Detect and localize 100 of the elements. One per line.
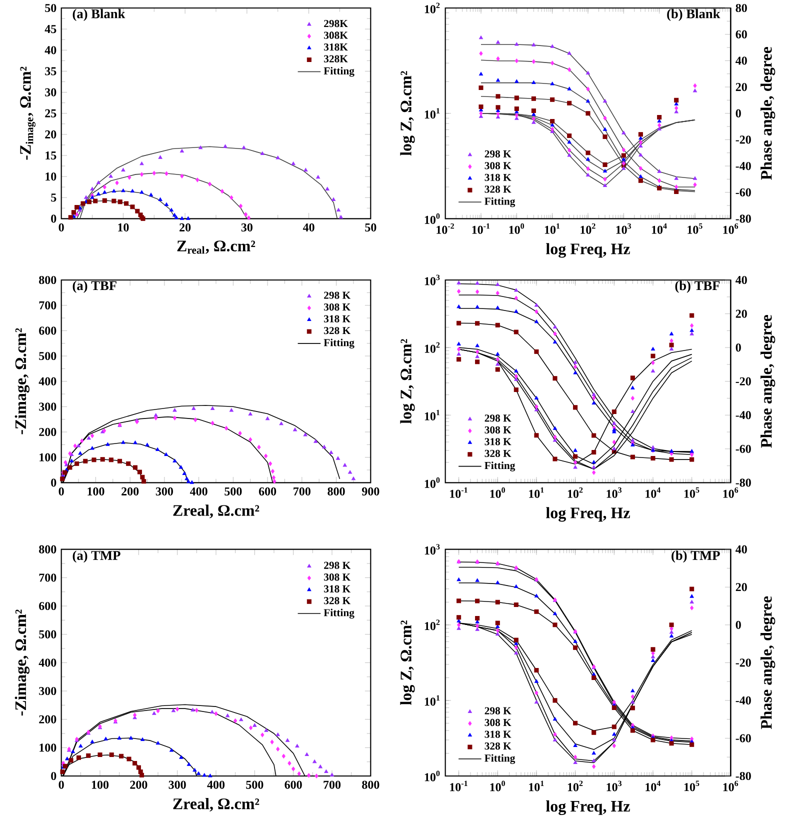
y-tick-label: 700 <box>39 301 56 310</box>
y2-axis-title: Phase angle, degree <box>760 315 776 448</box>
y-tick-label: 30 <box>45 88 56 96</box>
y-tick-label: 45 <box>44 25 56 34</box>
x-axis-title: log Freq, Hz <box>546 800 630 816</box>
y2-tick-label: -40 <box>736 411 751 420</box>
x-tick-label: 200 <box>122 487 139 496</box>
chart-title: (b) TBF <box>675 280 720 293</box>
legend-label: 318 K <box>484 174 512 182</box>
y2-tick-label: -80 <box>736 772 751 780</box>
x-tick-label: 10$^{1}$ <box>529 487 544 498</box>
y-tick-label: 600 <box>39 602 56 610</box>
y-tick-label: 10$^{3}$ <box>424 274 440 286</box>
y2-tick-label: -60 <box>736 734 751 742</box>
x-tick-label: 10$^{5}$ <box>688 223 702 234</box>
x-tick-label: 10$^{4}$ <box>646 487 661 498</box>
y-tick-label: 200 <box>39 428 56 436</box>
legend-label: 318 K <box>324 585 351 592</box>
y2-axis-title: Phase angle, degree <box>760 596 776 730</box>
x-tick-label: 10$^{5}$ <box>684 487 700 498</box>
y2-tick-label: 60 <box>736 30 747 38</box>
x-tick-label: 700 <box>324 780 341 789</box>
x-axis-title: Z$_{real}$, Ω.cm² <box>177 240 256 254</box>
x-tick-label: 600 <box>284 780 302 789</box>
y-tick-label: 10$^{1}$ <box>424 410 440 420</box>
y-tick-label: 400 <box>38 658 56 667</box>
x-tick-label: 200 <box>130 780 148 789</box>
y-tick-label: 25 <box>45 109 56 118</box>
y2-tick-label: 20 <box>736 82 747 92</box>
y-axis-title: log Z, Ω.cm² <box>400 620 415 705</box>
y-tick-label: 15 <box>46 151 56 160</box>
y-tick-label: 20 <box>45 130 56 138</box>
x-tick-label: 0 <box>58 780 64 789</box>
x-tick-label: 800 <box>362 780 380 789</box>
chart-title: (a) TBF <box>72 280 116 293</box>
legend-label: 308 K <box>484 162 512 170</box>
legend-label: 328 K <box>484 186 512 193</box>
y-tick-label: 200 <box>39 715 56 724</box>
legend-label: 298 K <box>484 707 512 714</box>
y-tick-label: 400 <box>38 377 56 386</box>
y-axis-title: -Zimage, Ω.cm² <box>14 328 30 434</box>
y-tick-label: 10$^{1}$ <box>424 695 440 706</box>
legend-label: 308 K <box>324 303 351 311</box>
chart-title: (a) TMP <box>72 550 120 563</box>
x-tick-label: 10$^{2}$ <box>568 487 583 498</box>
x-tick-label: 10$^{6}$ <box>723 487 738 498</box>
legend-label: 308 K <box>484 426 512 434</box>
y-tick-label: 0 <box>51 772 56 780</box>
x-tick-label: 10$^{2}$ <box>580 223 596 234</box>
legend-label: 298 K <box>484 414 512 422</box>
x-axis-title: Zreal, Ω.cm² <box>173 504 260 518</box>
x-tick-label: 800 <box>328 487 345 496</box>
y-tick-label: 500 <box>39 352 56 360</box>
x-tick-label: 100 <box>88 487 104 496</box>
chart-title: (b) Blank <box>667 8 720 22</box>
x-tick-label: 10$^{0}$ <box>490 487 506 498</box>
legend-label: Fitting <box>324 338 354 348</box>
x-tick-label: 10$^{-1}$ <box>472 223 490 234</box>
y-axis-title: -Z$_{image}$, Ω.cm² <box>20 66 36 160</box>
legend-label: 318 K <box>324 315 351 322</box>
legend-label: 298 K <box>324 292 351 299</box>
x-tick-label: 10$^{3}$ <box>606 780 622 792</box>
y2-tick-label: 0 <box>736 620 741 629</box>
x-tick-label: 10$^{2}$ <box>568 780 583 792</box>
legend-label: Fitting <box>324 66 354 77</box>
y2-tick-label: -40 <box>736 162 751 170</box>
y2-tick-label: -60 <box>736 188 751 196</box>
y-tick-label: 10$^{2}$ <box>424 2 440 14</box>
x-tick-label: 100 <box>92 780 109 789</box>
legend-label: 318 K <box>484 730 512 738</box>
y-axis-title: -Zimage, Ω.cm² <box>14 610 30 716</box>
y-axis-title: log Z, Ω.cm² <box>400 339 415 424</box>
y-tick-label: 600 <box>39 326 56 335</box>
y2-tick-label: 20 <box>736 310 747 318</box>
legend-label: 298K <box>324 20 348 28</box>
y-tick-label: 100 <box>40 744 56 752</box>
y-tick-label: 800 <box>39 276 56 284</box>
y-tick-label: 10$^{2}$ <box>424 620 440 630</box>
legend-label: 298 K <box>324 562 351 569</box>
x-tick-label: 30 <box>241 223 252 232</box>
y-tick-label: 10 <box>46 172 56 181</box>
x-tick-label: 10$^{-2}$ <box>436 223 454 234</box>
legend-label: 308 K <box>324 574 351 581</box>
x-tick-label: 10$^{6}$ <box>723 780 738 792</box>
x-tick-label: 10$^{0}$ <box>509 223 524 234</box>
y2-tick-label: -80 <box>736 214 751 223</box>
y-tick-label: 10$^{3}$ <box>424 544 440 555</box>
y-tick-label: 0 <box>51 214 56 223</box>
x-tick-label: 600 <box>258 487 276 496</box>
x-tick-label: 10$^{4}$ <box>646 780 661 792</box>
legend-label: 318K <box>324 43 348 51</box>
y-tick-label: 10$^{2}$ <box>424 342 440 353</box>
x-tick-label: 10$^{-1}$ <box>450 780 468 792</box>
y2-axis-title: Phase angle, degree <box>760 47 776 180</box>
y-tick-label: 300 <box>39 686 56 696</box>
y2-tick-label: 20 <box>736 583 747 592</box>
y-axis-title: log Z, Ω.cm² <box>400 71 415 156</box>
x-tick-label: 900 <box>362 487 380 496</box>
y2-tick-label: -20 <box>736 658 751 667</box>
x-axis-title: log Freq, Hz <box>546 507 630 522</box>
